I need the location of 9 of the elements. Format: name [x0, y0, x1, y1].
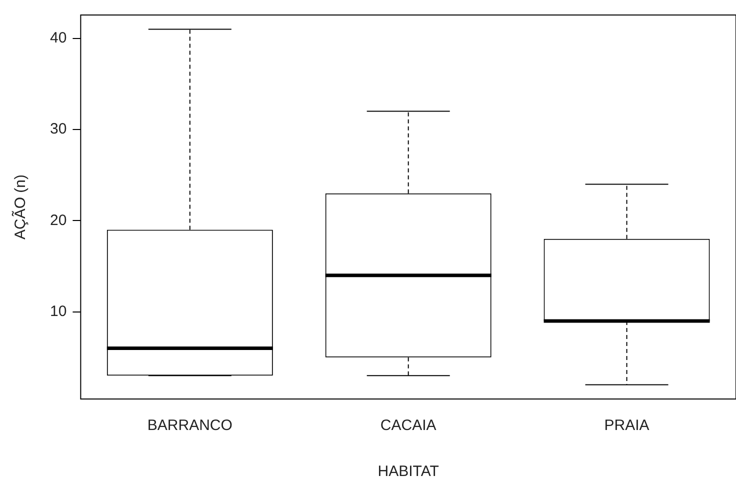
- y-tick-label: 40: [50, 29, 67, 46]
- x-axis-title: HABITAT: [378, 463, 439, 480]
- y-axis-title: AÇÃO (n): [11, 174, 30, 240]
- y-tick-label: 10: [50, 302, 67, 320]
- y-tick-label: 20: [50, 212, 67, 229]
- x-tick-label: BARRANCO: [147, 417, 232, 434]
- x-tick-label: CACAIA: [380, 417, 436, 434]
- x-tick-label: PRAIA: [604, 417, 650, 434]
- y-tick-label: 30: [50, 120, 67, 138]
